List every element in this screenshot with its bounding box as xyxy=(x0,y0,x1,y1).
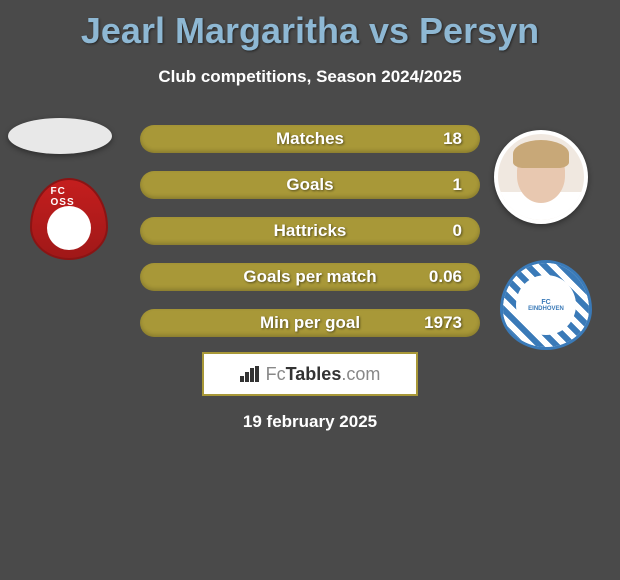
stat-row: Goals per match 0.06 xyxy=(140,263,480,291)
stat-value: 1 xyxy=(453,175,462,195)
comparison-date: 19 february 2025 xyxy=(243,412,377,432)
stat-row: Goals 1 xyxy=(140,171,480,199)
stat-label: Min per goal xyxy=(260,313,360,333)
player1-club-icon xyxy=(47,206,91,250)
stat-label: Goals xyxy=(286,175,333,195)
brand-watermark: FcTables.com xyxy=(202,352,418,396)
stat-row: Matches 18 xyxy=(140,125,480,153)
player2-club-fc: FC xyxy=(541,299,550,306)
stat-label: Hattricks xyxy=(274,221,347,241)
stats-container: Matches 18 Goals 1 Hattricks 0 Goals per… xyxy=(140,125,480,355)
chart-icon xyxy=(240,366,260,382)
comparison-title: Jearl Margaritha vs Persyn xyxy=(0,0,620,52)
stat-value: 18 xyxy=(443,129,462,149)
stat-label: Matches xyxy=(276,129,344,149)
stat-value: 1973 xyxy=(424,313,462,333)
stat-row: Hattricks 0 xyxy=(140,217,480,245)
stat-label: Goals per match xyxy=(243,267,376,287)
player1-avatar xyxy=(8,118,112,154)
player2-club-name: EINDHOVEN xyxy=(528,306,564,312)
player1-club-label: FC OSS xyxy=(51,186,88,208)
player1-club-badge: FC OSS xyxy=(18,178,120,264)
player2-avatar xyxy=(494,130,588,224)
stat-value: 0.06 xyxy=(429,267,462,287)
player2-club-badge: FC EINDHOVEN xyxy=(500,260,600,352)
stat-row: Min per goal 1973 xyxy=(140,309,480,337)
stat-value: 0 xyxy=(453,221,462,241)
brand-text: FcTables.com xyxy=(266,364,381,385)
season-subtitle: Club competitions, Season 2024/2025 xyxy=(0,67,620,87)
